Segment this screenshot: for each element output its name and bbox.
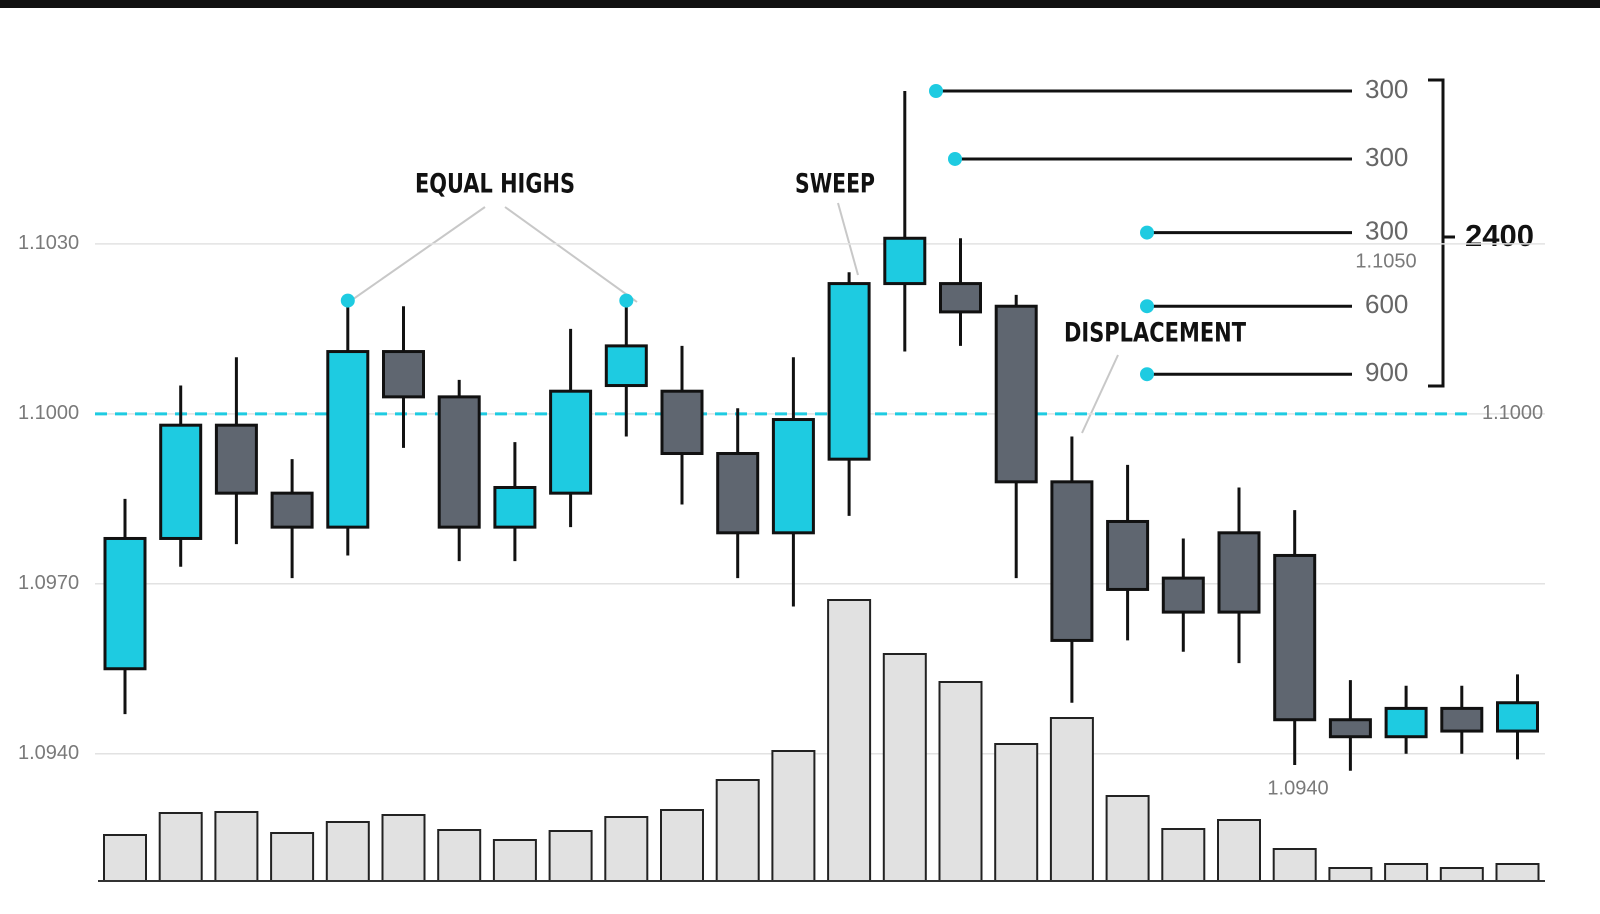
candle-body [883, 236, 927, 286]
volume-bar [1105, 795, 1150, 882]
candle-body [549, 389, 593, 495]
y-tick-label: 1.1000 [18, 402, 79, 424]
volume-bar [1328, 867, 1373, 882]
candle-body [1161, 576, 1205, 614]
candle-body [1217, 531, 1261, 614]
level-size: 300 [1365, 142, 1408, 172]
level-dot [1140, 367, 1154, 382]
volume-bar [214, 811, 259, 882]
level-note: 1.1050 [1355, 250, 1416, 272]
volume-bar [1272, 848, 1317, 882]
volume-bar [882, 653, 927, 882]
candle-body [939, 282, 982, 314]
low-note: 1.0940 [1267, 777, 1328, 799]
volume-bar [1495, 863, 1540, 882]
candle-body [493, 485, 537, 529]
equal-high-dot [340, 293, 355, 308]
y-tick-label: 1.1030 [18, 232, 79, 254]
candle-body [604, 344, 648, 388]
volume-bar [158, 812, 203, 882]
volume-bar [1384, 863, 1429, 882]
candle-body [1328, 718, 1372, 739]
level-dot [948, 151, 962, 166]
annotation-pointer [837, 202, 859, 276]
candle-body [382, 350, 425, 399]
volume-bar [604, 816, 649, 882]
volume-bar [1049, 717, 1094, 882]
levels-total: 2400 [1465, 218, 1534, 253]
volume-bar [325, 821, 370, 882]
candle-body [214, 423, 258, 495]
volume-bar [827, 599, 872, 882]
candle-body [326, 350, 370, 529]
candle-body [1440, 706, 1484, 733]
equal-high-dot [619, 293, 634, 308]
volume-bar [270, 832, 315, 882]
volume-bar [1161, 828, 1206, 882]
annotation: DISPLACEMENT [1064, 318, 1246, 349]
annotation: EQUAL HIGHS [415, 169, 575, 200]
annotation-pointer [348, 206, 486, 303]
annotation-pointer [1081, 354, 1119, 434]
y-tick-label: 1.0970 [18, 572, 79, 594]
candle-body [270, 491, 314, 529]
candle-body [1384, 706, 1428, 739]
annotation-pointer [504, 206, 638, 303]
level-size: 900 [1365, 357, 1408, 387]
top-bar [0, 0, 1600, 8]
level-size: 300 [1365, 215, 1408, 245]
level-size: 300 [1365, 74, 1408, 104]
candle-body [994, 304, 1038, 484]
candle-body [660, 389, 704, 456]
volume-bar [1217, 819, 1261, 882]
volume-bar [548, 830, 593, 882]
volume-bar [715, 779, 760, 882]
volume-bar [994, 743, 1039, 882]
volume-bar [938, 681, 983, 882]
level-dot [1140, 225, 1154, 240]
candle-body [771, 418, 815, 535]
volume-bar [492, 839, 537, 882]
volume-bar [771, 750, 816, 882]
candle-body [437, 395, 481, 529]
volume-bar [103, 834, 147, 882]
volume-bar [660, 809, 704, 882]
annotation: SWEEP [795, 169, 875, 200]
volume-bar [437, 829, 482, 882]
candle-body [716, 452, 760, 535]
candle-body [1273, 553, 1317, 722]
level-size: 600 [1365, 289, 1408, 319]
candle-body [159, 423, 203, 540]
volume-bar [381, 814, 426, 882]
reference-label: 1.1000 [1482, 402, 1543, 424]
candle-body [1106, 519, 1150, 591]
candle-body [827, 282, 871, 461]
level-dot [929, 83, 943, 98]
candle-body [103, 536, 147, 671]
candle-body [1050, 480, 1094, 642]
candle-body [1496, 701, 1539, 733]
volume-bar [1439, 867, 1484, 882]
y-tick-label: 1.0940 [18, 742, 79, 764]
levels-bracket [1428, 78, 1455, 388]
level-dot [1140, 299, 1154, 314]
